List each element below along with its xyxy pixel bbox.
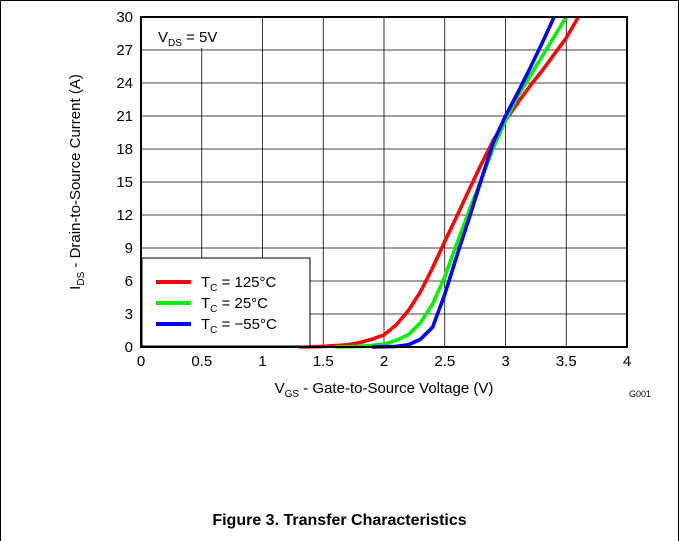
legend: TC = 125°CTC = 25°CTC = −55°C [141, 257, 311, 347]
y-tick-label: 9 [125, 240, 133, 257]
figure-code: G001 [629, 389, 651, 399]
legend-label-2-rest: = −55°C [217, 316, 277, 333]
y-tick-label: 0 [125, 339, 133, 356]
condition-background [142, 18, 262, 48]
tick-labels: 0 0.5 1 1.5 2 2.5 3 3.5 4 0 3 6 9 12 15 18 21 24 27 30 [116, 9, 631, 370]
x-tick-label: 2.5 [434, 353, 455, 370]
x-tick-label: 1.5 [313, 353, 334, 370]
series-line-2 [371, 16, 556, 349]
y-axis-label: IDS - Drain-to-Source Current (A) [67, 74, 87, 290]
legend-label-1-rest: = 25°C [217, 295, 268, 312]
y-axis-label-main: I [67, 286, 84, 290]
y-axis-label-sub: DS [76, 271, 87, 285]
grid [141, 17, 627, 347]
legend-label-0-rest: = 125°C [217, 274, 276, 291]
y-tick-label: 27 [116, 42, 133, 59]
condition-label-main: V [158, 29, 168, 46]
y-tick-label: 30 [116, 9, 133, 26]
x-axis-label-rest: - Gate-to-Source Voltage (V) [299, 380, 493, 397]
x-axis-label: VGS - Gate-to-Source Voltage (V) [275, 380, 494, 400]
legend-label-2-main: T [201, 316, 210, 333]
legend-label-2: TC = −55°C [201, 316, 277, 336]
condition-label: VDS = 5V [158, 29, 217, 49]
legend-label-1-sub: C [210, 304, 217, 315]
legend-label-0-sub: C [210, 283, 217, 294]
y-axis-label-rest: - Drain-to-Source Current (A) [67, 74, 84, 272]
y-tick-label: 24 [116, 75, 133, 92]
x-axis-label-sub: GS [285, 389, 300, 400]
x-tick-label: 3.5 [556, 353, 577, 370]
legend-label-2-sub: C [210, 325, 217, 336]
y-tick-label: 6 [125, 273, 133, 290]
series-lines [298, 16, 580, 349]
legend-label-0-main: T [201, 274, 210, 291]
chart: VDS = 5V TC = 125°CTC = 25°CTC = −55°C 0… [67, 9, 651, 400]
x-tick-label: 3 [501, 353, 509, 370]
x-tick-label: 0 [137, 353, 145, 370]
y-tick-label: 12 [116, 207, 133, 224]
x-tick-label: 1 [258, 353, 266, 370]
condition-box: VDS = 5V [142, 18, 262, 49]
x-tick-label: 4 [623, 353, 631, 370]
plot-frame [140, 16, 628, 348]
y-tick-label: 3 [125, 306, 133, 323]
figure-caption: Figure 3. Transfer Characteristics [212, 512, 467, 529]
y-tick-label: 15 [116, 174, 133, 191]
y-tick-label: 21 [116, 108, 133, 125]
legend-label-1: TC = 25°C [201, 295, 268, 315]
x-tick-label: 0.5 [191, 353, 212, 370]
series-line-0 [298, 16, 580, 349]
x-tick-label: 2 [380, 353, 388, 370]
condition-label-rest: = 5V [182, 29, 217, 46]
legend-label-0: TC = 125°C [201, 274, 277, 294]
x-axis-label-main: V [275, 380, 285, 397]
y-tick-label: 18 [116, 141, 133, 158]
series-line-1 [335, 16, 568, 349]
condition-label-sub: DS [168, 38, 182, 49]
legend-label-1-main: T [201, 295, 210, 312]
